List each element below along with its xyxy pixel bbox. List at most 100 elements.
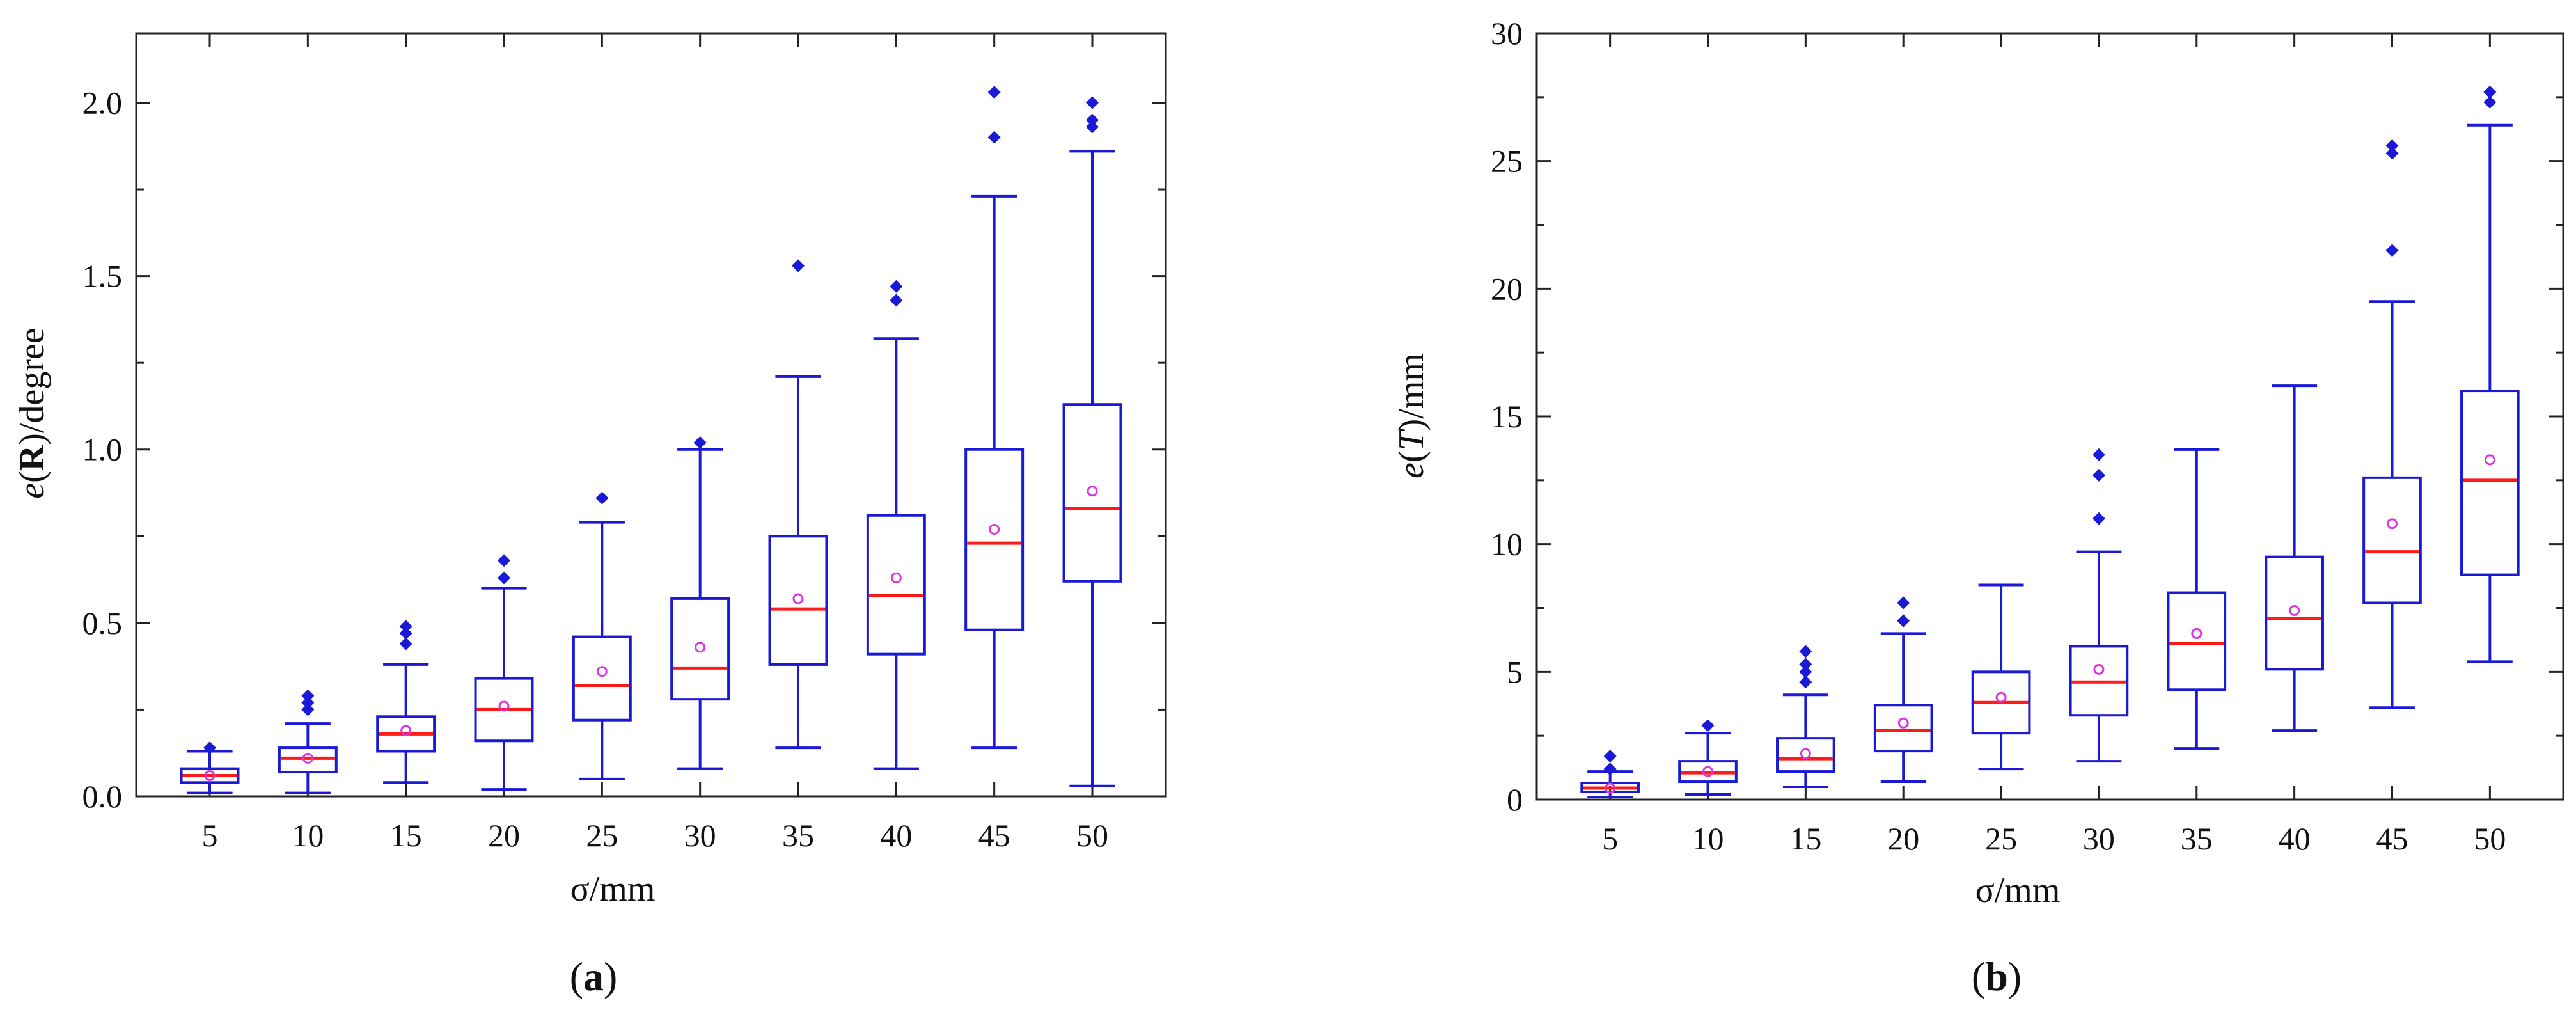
y-axis-title-close-b: ) <box>1392 419 1431 431</box>
outlier-point <box>693 436 707 449</box>
x-axis-title-a: σ/mm <box>570 869 656 909</box>
mean-marker <box>2484 454 2495 466</box>
x-tick-label-b: 20 <box>1887 821 1919 857</box>
box-b-50 <box>2460 85 2520 663</box>
mean-marker <box>1897 717 1909 729</box>
box-rect <box>964 448 1025 631</box>
panel-label-b: (b) <box>1972 954 2022 999</box>
mean-marker <box>1087 486 1098 497</box>
outlier-point <box>2092 512 2105 525</box>
x-tick-label-a: 10 <box>292 818 324 853</box>
mean-marker <box>1995 691 2007 703</box>
x-tick-label-a: 45 <box>978 818 1010 853</box>
y-tick-label-b: 0 <box>1507 782 1523 818</box>
box-rect <box>866 514 926 656</box>
panel-label-letter-a: a <box>583 954 604 999</box>
panel-label-letter-b: b <box>1985 954 2008 999</box>
y-tick-label-b: 10 <box>1491 526 1523 562</box>
box-rect <box>1873 704 1933 753</box>
outlier-point <box>1701 719 1715 732</box>
outlier-point <box>890 294 903 307</box>
x-tick-label-a: 15 <box>390 818 422 853</box>
plot-area-a: 0.0 0.5 1.0 1.5 2.0 5 10 15 20 25 30 35 40 45 50 <box>82 32 1167 853</box>
box-a-15 <box>376 620 436 784</box>
box-rect <box>572 635 632 722</box>
plot-frame-a <box>135 32 1167 798</box>
mean-marker <box>2387 518 2398 530</box>
box-a-10 <box>278 689 338 794</box>
mean-marker <box>2093 663 2105 675</box>
y-axis-title-prefix-b: e <box>1392 462 1431 478</box>
outlier-point <box>2092 468 2105 482</box>
y-axis-title-suffix-b: /mm <box>1392 353 1431 419</box>
y-tick-label-b: 5 <box>1507 654 1523 690</box>
box-b-25 <box>1971 583 2031 771</box>
y-axis-title-open-b: ( <box>1392 450 1431 462</box>
outlier-point <box>1799 645 1812 658</box>
mean-marker <box>1702 766 1713 777</box>
panel-label-open-b: ( <box>1972 954 1985 999</box>
box-rect <box>2069 645 2129 717</box>
box-a-20 <box>474 554 534 791</box>
box-a-40 <box>866 280 926 770</box>
y-axis-title-var-a: R <box>12 445 52 471</box>
x-tick-label-a: 30 <box>684 818 716 853</box>
box-b-20 <box>1873 596 1933 784</box>
mean-marker <box>792 593 804 604</box>
panel-label-close-b: ) <box>2008 954 2022 999</box>
x-tick-label-a: 25 <box>586 818 618 853</box>
mean-marker <box>302 752 313 764</box>
box-b-30 <box>2069 448 2129 763</box>
box-rect <box>2460 390 2520 576</box>
box-a-5 <box>180 741 240 794</box>
outlier-point <box>2092 448 2105 461</box>
box-b-45 <box>2362 139 2422 709</box>
box-rect <box>2167 591 2227 691</box>
outlier-point <box>1897 614 1910 628</box>
y-axis-title-b: e(T)/mm <box>1392 353 1431 478</box>
outlier-point <box>301 696 315 709</box>
box-rect <box>1062 403 1122 583</box>
outlier-point <box>203 741 216 755</box>
mean-marker <box>204 770 216 781</box>
x-tick-label-a: 20 <box>488 818 520 853</box>
chart-panel-a: 0.00.51.01.52.05 10 15 20 25 30 35 40 45 50 σ/mm … <box>12 32 1167 999</box>
x-tick-label-b: 15 <box>1789 821 1821 857</box>
outlier-point <box>1799 658 1812 671</box>
x-tick-label-b: 50 <box>2474 821 2506 857</box>
y-tick-label-b: 15 <box>1491 399 1523 434</box>
outlier-point <box>987 130 1001 144</box>
x-tick-label-b: 10 <box>1692 821 1724 857</box>
box-a-30 <box>670 436 730 770</box>
plot-frame-b <box>1535 32 2564 801</box>
x-tick-label-a: 35 <box>782 818 814 853</box>
outlier-point <box>2385 139 2399 152</box>
box-b-15 <box>1776 645 1835 789</box>
y-axis-title-close-a: ) <box>12 433 52 445</box>
box-rect <box>2362 476 2422 604</box>
x-tick-label-b: 35 <box>2181 821 2213 857</box>
outlier-point <box>1897 596 1910 610</box>
mean-marker <box>498 700 510 712</box>
y-tick-label-a: 0.0 <box>82 778 123 814</box>
y-axis-title-suffix-a: /degree <box>12 328 52 433</box>
box-rect <box>1971 670 2031 735</box>
x-tick-label-b: 30 <box>2083 821 2115 857</box>
box-rect <box>2265 555 2324 671</box>
box-a-50 <box>1062 96 1122 787</box>
mean-marker <box>1605 782 1616 794</box>
outlier-point <box>1603 750 1617 763</box>
outlier-point <box>792 259 805 273</box>
mean-marker <box>596 666 608 677</box>
box-rect <box>474 677 534 743</box>
panel-label-open-a: ( <box>570 954 583 999</box>
outlier-point <box>1086 96 1099 109</box>
box-a-25 <box>572 491 632 780</box>
box-b-10 <box>1678 719 1738 796</box>
outlier-point <box>2483 95 2497 109</box>
box-rect <box>180 767 240 784</box>
outlier-point <box>2385 244 2399 257</box>
x-tick-label-a: 40 <box>880 818 912 853</box>
outlier-point <box>1799 665 1812 679</box>
